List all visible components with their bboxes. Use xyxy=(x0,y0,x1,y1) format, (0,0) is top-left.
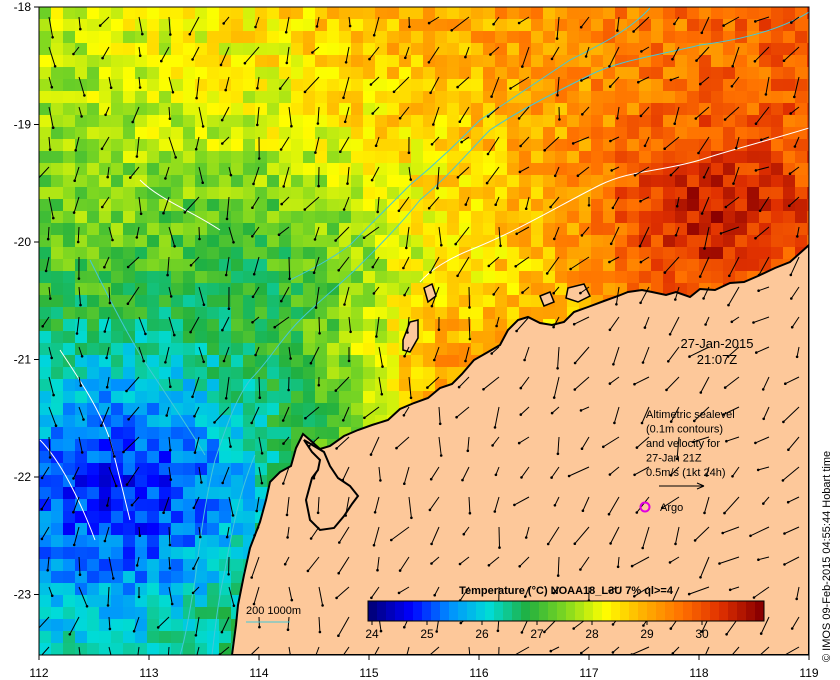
colorbar-tick-label: 26 xyxy=(475,627,489,641)
x-tick-label: 115 xyxy=(359,666,378,680)
x-tick-label: 116 xyxy=(469,666,488,680)
colorbar-cells xyxy=(368,601,765,621)
island xyxy=(402,319,419,353)
land-mass xyxy=(230,243,809,655)
peninsula xyxy=(303,439,360,532)
island xyxy=(539,291,555,307)
velocity-vectors xyxy=(39,16,800,655)
colorbar: Temperature (°C) NOAA18_L3U 7% ql>=4 24 2… xyxy=(365,585,765,641)
map-time: 21:07Z xyxy=(697,352,738,367)
x-axis: 112 113 114 115 116 117 118 119 xyxy=(29,655,819,680)
scale-arrow-head xyxy=(696,482,705,490)
y-tick-label: -20 xyxy=(14,235,32,249)
y-tick-label: -21 xyxy=(14,353,32,367)
colorbar-frame xyxy=(367,600,765,622)
map-date: 27-Jan-2015 xyxy=(681,336,754,351)
legend-line: and velocity for xyxy=(646,438,720,450)
x-tick-label: 113 xyxy=(139,666,158,680)
legend-line: Altimetric sealevel xyxy=(646,409,735,421)
colorbar-tick-label: 24 xyxy=(365,627,379,641)
isobaths xyxy=(89,7,809,655)
y-axis: -18 -19 -20 -21 -22 -23 xyxy=(14,0,39,602)
legend-line: 27-Jan 21Z xyxy=(646,453,702,465)
velocity-legend: Altimetric sealevel (0.1m contours) and ve… xyxy=(639,409,735,514)
x-tick-label: 118 xyxy=(689,666,708,680)
island xyxy=(565,283,592,303)
y-tick-label: -23 xyxy=(14,588,32,602)
legend-line: 0.5m/s (1kt 24h) xyxy=(646,467,725,479)
x-tick-label: 114 xyxy=(249,666,268,680)
x-tick-label: 117 xyxy=(579,666,598,680)
colorbar-tick-label: 29 xyxy=(640,627,654,641)
x-tick-label: 112 xyxy=(29,666,48,680)
isobath-label: 200 1000m xyxy=(246,605,301,617)
x-tick-label: 119 xyxy=(799,666,818,680)
argo-label: Argo xyxy=(660,502,683,514)
map-panel xyxy=(39,7,809,655)
colorbar-title: Temperature (°C) NOAA18_L3U 7% ql>=4 xyxy=(459,585,674,597)
map-frame xyxy=(38,6,810,656)
argo-marker xyxy=(639,501,651,513)
y-tick-label: -19 xyxy=(14,118,32,132)
credit-text: © IMOS 09-Feb-2015 04:55:44 Hobart time xyxy=(821,451,833,662)
colorbar-tick-label: 25 xyxy=(420,627,434,641)
isobath-legend: 200 1000m xyxy=(246,605,301,623)
colorbar-tick-label: 28 xyxy=(585,627,599,641)
y-tick-label: -18 xyxy=(14,0,32,14)
colorbar-ticks: 24 25 26 27 28 29 30 xyxy=(365,621,709,641)
y-tick-label: -22 xyxy=(14,470,32,484)
legend-line: (0.1m contours) xyxy=(646,424,723,436)
colorbar-tick-label: 27 xyxy=(530,627,544,641)
colorbar-tick-label: 30 xyxy=(695,627,709,641)
legend-text: Altimetric sealevel (0.1m contours) and ve… xyxy=(646,409,735,479)
